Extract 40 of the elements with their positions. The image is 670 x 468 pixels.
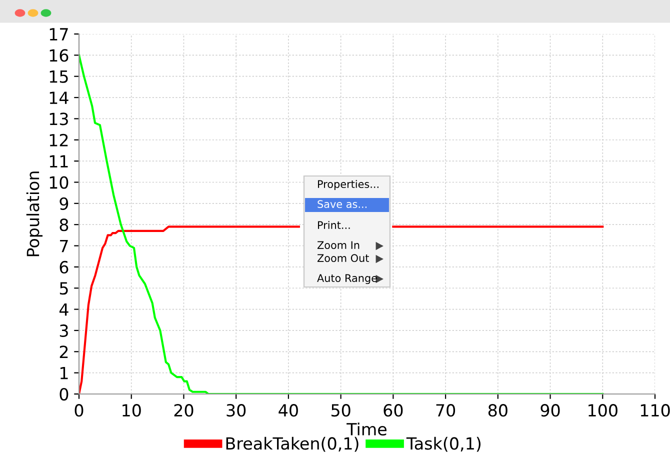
y-tick-label: 10 <box>50 176 68 189</box>
y-tick-label: 12 <box>50 134 68 146</box>
annotation: Properties... <box>318 180 378 190</box>
annotation: Print... <box>318 220 350 229</box>
y-tick-label: 16 <box>50 49 68 62</box>
y-tick-label: 15 <box>50 70 68 83</box>
x-tick-label: 10 <box>122 404 141 417</box>
x-axis-title: Time <box>346 422 387 436</box>
y-tick-label: 2 <box>60 346 68 358</box>
y-tick-label: 13 <box>50 112 68 126</box>
x-tick-label: 20 <box>174 404 194 417</box>
x-tick-label: 110 <box>640 404 670 417</box>
legend-label: BreakTaken(0,1) <box>226 436 358 452</box>
y-tick-label: 9 <box>60 197 68 210</box>
y-tick-label: 14 <box>50 92 68 104</box>
y-tick-label: 8 <box>60 218 68 232</box>
x-tick-label: 90 <box>540 404 560 417</box>
x-tick-label: 70 <box>436 404 456 417</box>
y-tick-label: 17 <box>50 28 68 40</box>
x-tick-label: 100 <box>588 404 618 417</box>
y-axis-title: Population <box>26 172 43 256</box>
annotation: Save as... <box>318 200 366 208</box>
x-tick-label: 60 <box>384 404 403 417</box>
x-tick-label: 30 <box>226 404 246 417</box>
y-tick-label: 1 <box>60 367 68 380</box>
y-tick-label: 3 <box>60 324 68 338</box>
y-tick-label: 6 <box>60 260 68 274</box>
y-tick-label: 4 <box>59 303 68 316</box>
y-tick-label: 11 <box>50 155 68 168</box>
x-tick-label: 50 <box>332 404 350 417</box>
annotation: Zoom Out <box>317 254 369 262</box>
annotation: Zoom In <box>317 241 360 250</box>
y-tick-label: 0 <box>60 388 68 401</box>
x-tick-label: 40 <box>278 404 298 417</box>
y-tick-label: 7 <box>60 240 68 252</box>
y-tick-label: 5 <box>60 282 68 295</box>
legend-label: Task(0,1) <box>406 436 481 452</box>
x-tick-label: 0 <box>74 404 84 417</box>
x-tick-label: 80 <box>488 404 508 417</box>
line-series <box>79 54 604 394</box>
